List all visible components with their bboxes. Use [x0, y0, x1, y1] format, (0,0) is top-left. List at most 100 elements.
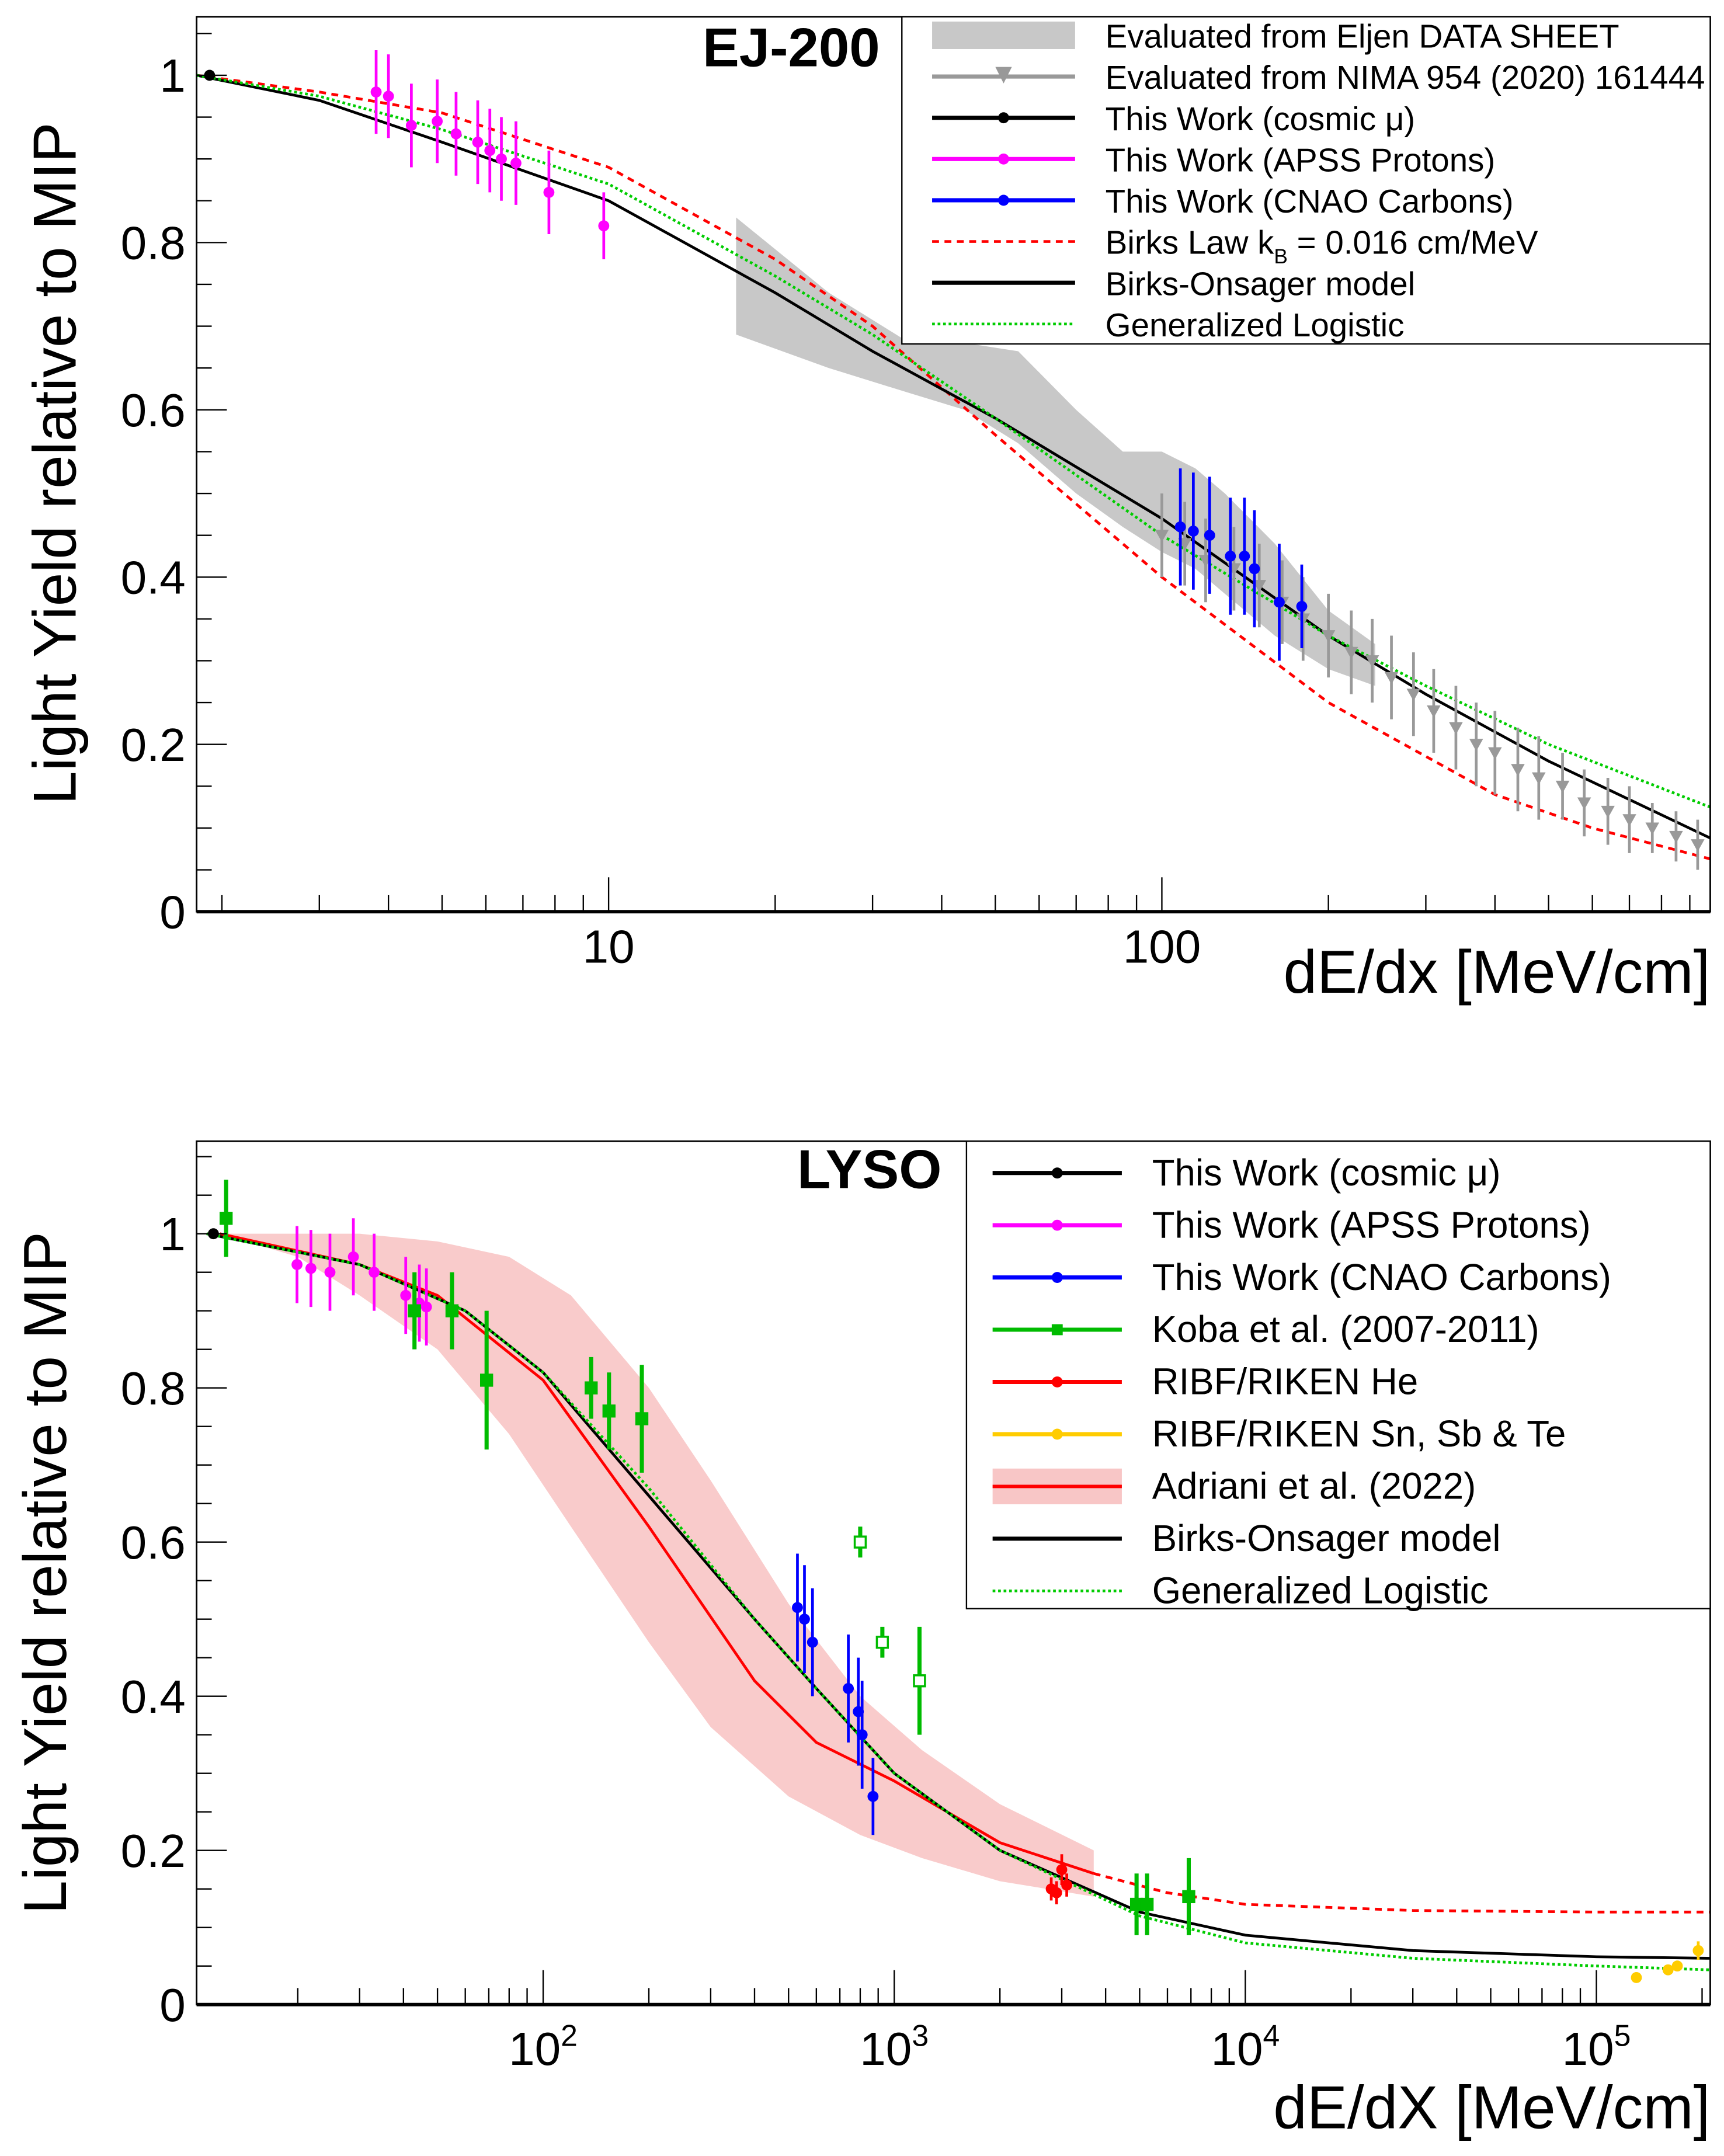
data-point [1061, 1879, 1073, 1891]
data-point [369, 1267, 380, 1278]
data-point [1239, 551, 1250, 562]
data-point [598, 220, 610, 232]
legend-item: This Work (APSS Protons) [992, 1204, 1591, 1246]
data-point [370, 86, 382, 98]
curve-3 [206, 1232, 1711, 1971]
data-point [1174, 521, 1186, 533]
legend-label-text: This Work (cosmic μ) [1152, 1152, 1501, 1194]
y-tick-label: 1 [159, 1208, 186, 1260]
data-point [219, 1212, 233, 1225]
legend-marker [1051, 1219, 1063, 1231]
data-point [913, 1674, 926, 1688]
legend-label-text: Evaluated from NIMA 954 (2020) 161444 [1106, 59, 1705, 96]
chart-title: LYSO [797, 1138, 942, 1199]
x-axis-label: dE/dx [MeV/cm] [1284, 938, 1711, 1006]
legend-marker [1051, 1324, 1063, 1336]
data-point [1427, 705, 1441, 718]
curve-1 [196, 74, 1711, 840]
legend-label: This Work (cosmic μ) [1106, 100, 1415, 137]
legend-label: Birks-Onsager model [1106, 265, 1416, 302]
series-3 [219, 1180, 1195, 1935]
legend-item: Birks Law kB = 0.016 cm/MeV [932, 224, 1538, 268]
data-point [867, 1790, 879, 1802]
series-2 [792, 1553, 879, 1835]
data-point [1129, 1897, 1143, 1911]
data-point [856, 1729, 868, 1741]
legend-label-tail: = 0.016 cm/MeV [1288, 224, 1538, 261]
legend-label: This Work (CNAO Carbons) [1106, 183, 1514, 220]
data-point [1182, 1890, 1195, 1904]
data-point [1225, 551, 1236, 562]
legend-label: RIBF/RIKEN Sn, Sb & Te [1152, 1413, 1566, 1455]
x-tick-label: 105 [1562, 2018, 1631, 2075]
legend-item: This Work (CNAO Carbons) [932, 183, 1514, 220]
data-point [1469, 739, 1483, 752]
legend-label-text: RIBF/RIKEN Sn, Sb & Te [1152, 1413, 1566, 1455]
legend-label: Koba et al. (2007-2011) [1152, 1309, 1539, 1350]
chart-panel-lyso: 102 103 104 105 0 0.2 0.4 0.6 0.8 1 dE/dX [MeV/cm]… [11, 1138, 1711, 2141]
y-tick-label: 0.8 [121, 1362, 186, 1414]
legend-item: This Work (cosmic μ) [932, 100, 1415, 137]
legend-marker [995, 67, 1012, 84]
data-point [405, 120, 417, 131]
data-point [1274, 596, 1285, 608]
data-point [1365, 655, 1379, 668]
data-point [450, 128, 462, 140]
y-tick-label: 0.4 [121, 552, 186, 604]
legend: Evaluated from Eljen DATA SHEET Evaluated… [901, 16, 1711, 345]
data-point [400, 1289, 412, 1301]
legend-item: This Work (CNAO Carbons) [992, 1257, 1611, 1298]
data-point [1669, 830, 1683, 844]
series-3 [1174, 468, 1308, 661]
data-point [1645, 822, 1660, 835]
legend-label-text: Evaluated from Eljen DATA SHEET [1106, 18, 1619, 55]
data-point [1056, 1864, 1068, 1876]
x-tick-label: 104 [1211, 2018, 1280, 2075]
legend-label-text: This Work (APSS Protons) [1152, 1204, 1591, 1246]
data-point [1384, 672, 1399, 684]
legend-item: RIBF/RIKEN Sn, Sb & Te [992, 1413, 1566, 1455]
data-point [484, 145, 496, 157]
legend-label-text: This Work (APSS Protons) [1106, 141, 1496, 178]
legend-label: Birks Law kB = 0.016 cm/MeV [1106, 224, 1538, 268]
legend-label-text: Birks-Onsager model [1152, 1518, 1501, 1559]
legend-label: This Work (APSS Protons) [1106, 141, 1496, 178]
legend-marker [1051, 1376, 1063, 1388]
series-1 [291, 1218, 432, 1346]
y-tick-label: 0.4 [121, 1671, 186, 1723]
data-point [635, 1412, 649, 1425]
data-point [480, 1373, 493, 1387]
data-point [853, 1535, 867, 1549]
data-point [472, 137, 484, 148]
data-point [602, 1404, 616, 1418]
x-tick-exponent: 2 [561, 2018, 578, 2052]
legend-label-text: Koba et al. (2007-2011) [1152, 1309, 1539, 1350]
data-point [1296, 600, 1308, 612]
data-point [1051, 1887, 1062, 1898]
data-point [1204, 530, 1215, 541]
legend-marker [998, 153, 1009, 165]
data-point [1631, 1972, 1642, 1983]
x-tick-label: 103 [860, 2018, 929, 2075]
legend-item: Generalized Logistic [932, 307, 1404, 343]
data-point [420, 1301, 432, 1313]
legend-item: Adriani et al. (2022) [992, 1466, 1476, 1507]
series-2 [370, 50, 610, 260]
plot-area [206, 1180, 1711, 1983]
legend-box [901, 16, 1711, 345]
data-point [1662, 1964, 1674, 1976]
legend-item: Generalized Logistic [992, 1570, 1488, 1611]
legend-marker [998, 194, 1009, 206]
data-point [585, 1381, 598, 1395]
legend-item: This Work (APSS Protons) [932, 141, 1495, 178]
data-point [347, 1251, 359, 1263]
x-tick-label: 100 [1123, 920, 1201, 972]
legend-marker [1051, 1167, 1063, 1179]
legend: This Work (cosmic μ) This Work (APSS Prot… [965, 1140, 1711, 1611]
legend-label-subscript: B [1274, 245, 1288, 268]
x-axis-label: dE/dX [MeV/cm] [1273, 2074, 1710, 2141]
data-point [1671, 1960, 1683, 1972]
data-point [291, 1259, 303, 1270]
data-point [807, 1636, 818, 1648]
chart-title: EJ-200 [703, 16, 880, 78]
